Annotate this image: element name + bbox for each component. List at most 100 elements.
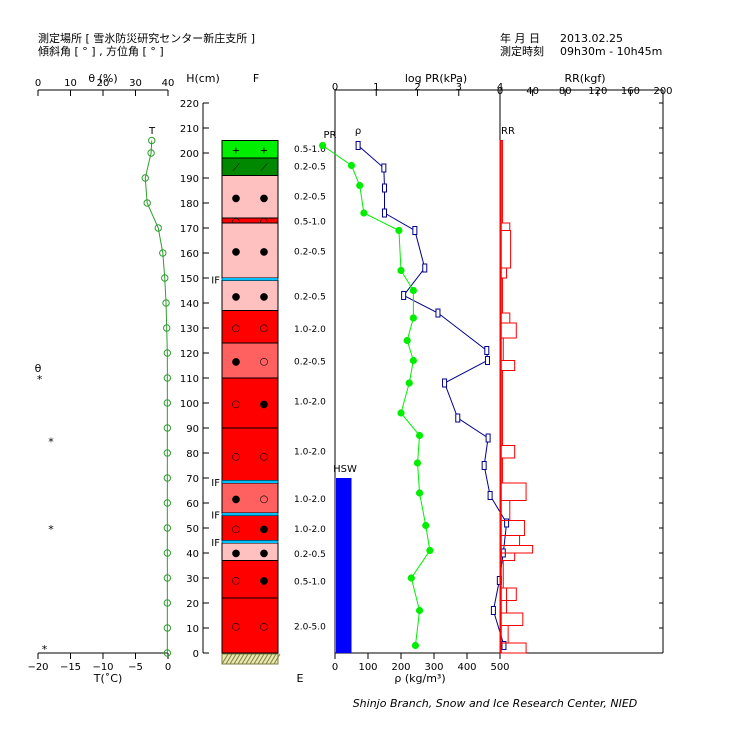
temperature-point — [163, 649, 172, 657]
temperature-point — [162, 299, 170, 307]
snow-layer — [221, 515, 279, 541]
height-tick-label: 200 — [180, 149, 199, 160]
grain-shape-symbol: ⟋ — [261, 163, 268, 174]
grain-size-label: 0.5-1.0 — [294, 145, 326, 155]
temperature-point — [163, 574, 172, 582]
temperature-point — [154, 224, 162, 232]
ground-hatch — [237, 653, 245, 665]
grain-shape-symbol: ○ — [260, 217, 269, 228]
density-point — [484, 356, 490, 365]
snow-layer — [221, 310, 279, 344]
temperature-tick-label: −20 — [27, 662, 48, 673]
density-point — [455, 413, 461, 423]
snow-layer — [221, 427, 279, 484]
pr-series-label: PR — [324, 130, 337, 141]
pr-point — [403, 336, 411, 345]
rr-step — [499, 552, 516, 561]
height-tick-label: 190 — [180, 174, 199, 185]
grain-shape-symbol: ● — [232, 193, 241, 204]
rr-step — [499, 360, 516, 371]
height-tick-label: 110 — [180, 374, 199, 385]
hsw-label: HSW — [333, 464, 357, 475]
temperature-point — [163, 349, 172, 357]
density-point — [481, 461, 487, 470]
water-content-tick-label: 0 — [35, 78, 41, 89]
rr-step — [499, 642, 527, 654]
temperature-point — [147, 149, 155, 157]
snow-layer — [221, 542, 279, 561]
grain-shape-symbol: ○ — [232, 622, 241, 633]
rr-step — [499, 612, 524, 626]
temperature-line — [144, 140, 168, 653]
snow-layer — [221, 217, 279, 224]
density-point — [382, 208, 387, 218]
temperature-point — [163, 599, 172, 607]
grain-shape-symbol: ○ — [260, 323, 269, 334]
ground-hatch — [225, 653, 233, 665]
date-value: 2013.02.25 — [560, 32, 623, 45]
temperature-tick-label: 0 — [165, 662, 171, 673]
pr-line — [322, 145, 431, 646]
density-tick-label: 500 — [490, 662, 509, 673]
pr-point — [415, 606, 424, 615]
snow-layer — [221, 280, 279, 311]
grain-shape-symbol: + — [260, 145, 268, 156]
ground-hatch — [261, 653, 269, 665]
rr-step — [499, 535, 521, 546]
grain-shape-symbol: ○ — [260, 622, 269, 633]
height-tick-label: 140 — [180, 299, 199, 310]
water-content-marker: * — [48, 523, 54, 536]
height-tick-label: 40 — [186, 549, 199, 560]
rr-step — [499, 482, 527, 501]
snow-layer — [221, 377, 279, 429]
grain-size-label: 1.0-2.0 — [294, 448, 326, 458]
height-tick-label: 120 — [180, 349, 199, 360]
height-tick-label: 70 — [186, 474, 199, 485]
temperature-point — [161, 274, 169, 282]
ice-layer-label: IF — [211, 275, 220, 286]
density-axis-title: ρ (kg/m³) — [394, 672, 445, 685]
angle-label: 傾斜角 [ ° ] , 方位角 [ ° ] — [38, 44, 164, 58]
pr-point — [319, 141, 327, 150]
water-content-side-label: θ — [35, 362, 42, 375]
water-content-tick-label: 40 — [162, 78, 175, 89]
rr-step — [499, 445, 516, 459]
ice-layer-label: IF — [211, 478, 220, 489]
rr-tick-label: 120 — [588, 86, 607, 97]
ground-hatch — [257, 653, 265, 665]
density-tick-label: 0 — [332, 662, 338, 673]
grain-size-label: 0.5-1.0 — [294, 218, 326, 228]
temperature-point — [163, 549, 172, 557]
pr-point — [397, 409, 405, 417]
ground-hatch — [265, 653, 273, 665]
temperature-tick-label: −10 — [92, 662, 113, 673]
ground-hatch — [229, 653, 237, 665]
time-label: 測定時刻 — [500, 44, 544, 58]
grain-shape-symbol: ○ — [260, 494, 269, 505]
grain-shape-symbol: ● — [260, 193, 269, 204]
density-point — [501, 641, 507, 650]
grain-shape-symbol: ○ — [232, 452, 241, 463]
grain-size-label: 0.2-0.5 — [294, 293, 326, 303]
water-content-tick-label: 20 — [97, 78, 110, 89]
snow-layer — [221, 342, 279, 379]
density-point — [484, 346, 490, 355]
snow-layer — [221, 597, 279, 654]
density-tick-label: 100 — [358, 662, 377, 673]
water-content-marker: * — [42, 643, 48, 656]
pr-tick-label: 2 — [414, 82, 420, 93]
ice-layer — [221, 277, 279, 281]
ground-hatch — [273, 653, 281, 665]
temperature-point — [148, 136, 156, 145]
density-point — [504, 518, 510, 528]
grain-size-label: 1.0-2.0 — [294, 525, 326, 535]
density-point — [412, 226, 418, 235]
grain-shape-symbol: ● — [232, 292, 241, 303]
snow-layer — [221, 175, 279, 219]
grain-shape-symbol: ○ — [232, 323, 241, 334]
rr-axis-title: RR(kgf) — [564, 72, 605, 85]
ice-layer-label: IF — [211, 538, 220, 549]
grain-shape-symbol: ⟋ — [233, 163, 240, 174]
grain-shape-symbol: ● — [260, 399, 269, 410]
